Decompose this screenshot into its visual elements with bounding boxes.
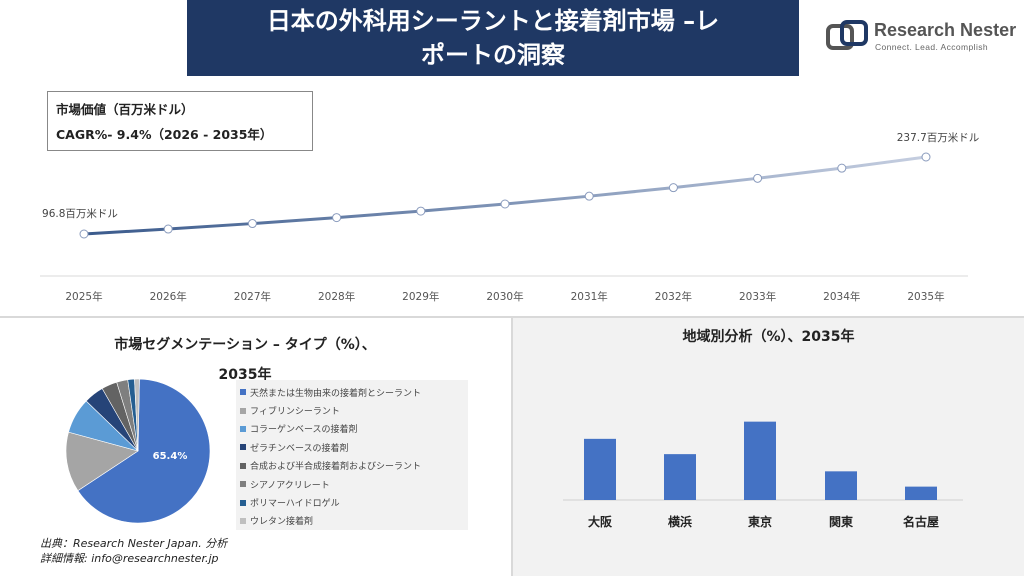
x-tick-label: 2027年 bbox=[234, 290, 271, 303]
data-point bbox=[332, 213, 342, 223]
bar-category-label: 大阪 bbox=[588, 514, 613, 529]
legend-swatch bbox=[240, 481, 246, 488]
legend-swatch bbox=[240, 444, 246, 451]
series-line bbox=[83, 155, 927, 236]
line-chart-svg: 2025年 2026年 2027年 2028年 2029年 2030年 2031年 2032年… bbox=[40, 131, 980, 303]
source-line: 出典：Research Nester Japan. 分析 bbox=[40, 537, 228, 550]
pie-slice bbox=[65, 431, 139, 492]
pie-slice bbox=[134, 378, 140, 452]
legend-label: フィブリンシーラント bbox=[250, 407, 340, 418]
legend-label: 天然または生物由来の接着剤とシーラント bbox=[250, 388, 422, 399]
x-tick-label: 2029年 bbox=[402, 290, 439, 303]
contact-line: 詳細情報: info@researchnester.jp bbox=[40, 552, 219, 565]
page-title-line1: 日本の外科用シーラントと接着剤市場 –レ bbox=[266, 7, 720, 35]
region-title: 地域別分析（%）、2035年 bbox=[682, 329, 855, 345]
region-bar-chart: 大阪 横浜 東京 関東 名古屋 bbox=[513, 350, 1024, 576]
legend-item: シアノアクリレート bbox=[240, 475, 468, 493]
x-tick-label: 2031年 bbox=[571, 290, 608, 303]
data-point bbox=[416, 206, 426, 216]
legend-label: ウレタン接着剤 bbox=[250, 517, 314, 528]
pie-chart-svg: 65.4% bbox=[65, 378, 211, 524]
legend-swatch bbox=[240, 517, 246, 524]
legend-label: コラーゲンベースの接着剤 bbox=[250, 425, 358, 436]
x-tick-label: 2035年 bbox=[907, 290, 944, 303]
page-title-line2: ポートの洞察 bbox=[421, 41, 565, 69]
type-pie-chart: 65.4% bbox=[60, 378, 230, 528]
x-tick-label: 2030年 bbox=[486, 290, 523, 303]
title-banner: 日本の外科用シーラントと接着剤市場 –レ ポートの洞察 bbox=[187, 0, 799, 76]
legend-swatch bbox=[240, 389, 246, 396]
logo-name: Research Nester bbox=[874, 20, 1017, 40]
bar-category-label: 横浜 bbox=[668, 514, 692, 529]
cagr-label: CAGR%- 9.4%（2026 - 2035年） bbox=[56, 127, 273, 142]
data-point bbox=[163, 224, 173, 234]
legend-swatch bbox=[240, 407, 246, 414]
data-point bbox=[668, 183, 678, 193]
data-point bbox=[500, 199, 510, 209]
x-tick-label: 2028年 bbox=[318, 290, 355, 303]
x-tick-label: 2034年 bbox=[823, 290, 860, 303]
legend-label: シアノアクリレート bbox=[250, 480, 330, 491]
segmentation-title: 市場セグメンテーション – タイプ（%）、 2035年 bbox=[60, 330, 430, 390]
legend-swatch bbox=[240, 499, 246, 506]
legend-label: 合成および半合成接着剤およびシーラント bbox=[250, 462, 422, 473]
bar bbox=[584, 438, 616, 500]
logo-mark-icon bbox=[826, 20, 868, 50]
source-note: 出典：Research Nester Japan. 分析 詳細情報: info@… bbox=[40, 536, 227, 566]
x-tick-label: 2026年 bbox=[150, 290, 187, 303]
x-tick-label: 2032年 bbox=[655, 290, 692, 303]
segmentation-title-line1: 市場セグメンテーション – タイプ（%）、 bbox=[114, 337, 376, 353]
horizontal-divider bbox=[0, 316, 1024, 318]
bar-category-label: 名古屋 bbox=[903, 514, 939, 529]
legend-item: ゼラチンベースの接着剤 bbox=[240, 438, 468, 456]
data-point bbox=[247, 219, 257, 229]
legend-label: ゼラチンベースの接着剤 bbox=[250, 443, 349, 454]
first-data-label: 96.8百万米ドル bbox=[42, 207, 118, 220]
x-tick-label: 2033年 bbox=[739, 290, 776, 303]
x-tick-label: 2025年 bbox=[65, 290, 102, 303]
bar-category-label: 関東 bbox=[829, 514, 853, 529]
bar bbox=[744, 421, 776, 500]
market-value-line-chart: 2025年 2026年 2027年 2028年 2029年 2030年 2031年 2032年… bbox=[0, 80, 1024, 310]
pie-slice bbox=[77, 378, 211, 524]
legend-item: ポリマーハイドロゲル bbox=[240, 493, 468, 511]
legend-label: ポリマーハイドロゲル bbox=[250, 499, 340, 510]
legend-swatch bbox=[240, 425, 246, 432]
vertical-divider bbox=[511, 318, 513, 576]
market-value-label: 市場価値（百万米ドル） bbox=[56, 102, 194, 117]
last-data-label: 237.7百万米ドル bbox=[897, 131, 980, 144]
bar-chart-svg: 大阪 横浜 東京 関東 名古屋 bbox=[563, 421, 963, 529]
data-point bbox=[921, 152, 931, 162]
pie-legend: 天然または生物由来の接着剤とシーラント フィブリンシーラントコラーゲンベースの接着… bbox=[236, 380, 468, 530]
bar-category-label: 東京 bbox=[748, 514, 772, 529]
logo-tagline: Connect. Lead. Accomplish bbox=[875, 42, 989, 52]
segmentation-title-line2: 2035年 bbox=[218, 367, 272, 383]
data-point bbox=[584, 191, 594, 201]
data-point bbox=[753, 173, 763, 183]
pie-value-label: 65.4% bbox=[153, 451, 188, 462]
logo: Research Nester Connect. Lead. Accomplis… bbox=[826, 18, 1016, 58]
legend-item: 合成および半合成接着剤およびシーラント bbox=[240, 457, 468, 475]
legend-item: ウレタン接着剤 bbox=[240, 512, 468, 530]
bar bbox=[664, 454, 696, 500]
bar bbox=[905, 486, 937, 500]
data-point bbox=[837, 163, 847, 173]
legend-item: コラーゲンベースの接着剤 bbox=[240, 420, 468, 438]
legend-item: 天然または生物由来の接着剤とシーラント bbox=[240, 383, 468, 401]
market-info-box: 市場価値（百万米ドル） CAGR%- 9.4%（2026 - 2035年） bbox=[47, 91, 313, 151]
data-point bbox=[79, 229, 89, 239]
legend-swatch bbox=[240, 462, 246, 469]
bar bbox=[825, 471, 857, 500]
legend-item: フィブリンシーラント bbox=[240, 401, 468, 419]
